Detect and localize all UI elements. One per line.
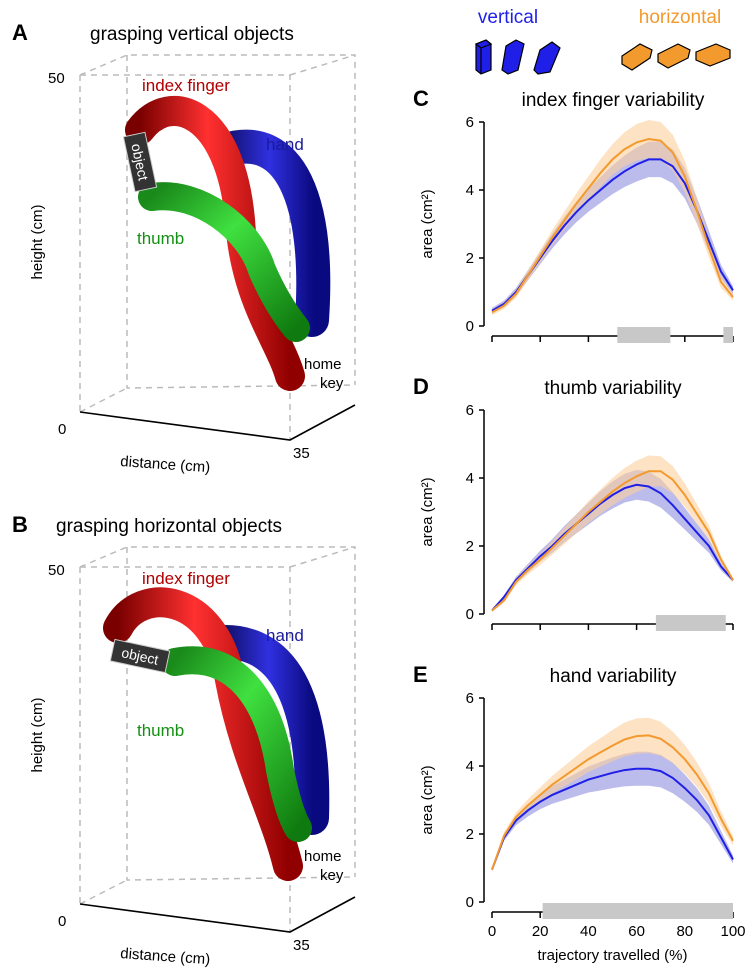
error-band: [492, 717, 733, 872]
icon: [657, 43, 691, 69]
panel-b: object B grasping horizontal objects 50 …: [12, 512, 356, 968]
y-tick-label: 4: [466, 182, 474, 199]
thumb-path: [138, 182, 310, 342]
axis-lines: [79, 404, 356, 441]
object-box: [109, 638, 171, 674]
significance-bar: [655, 615, 726, 631]
icon: [533, 41, 561, 75]
icon: [695, 43, 731, 67]
box-outline: [79, 54, 356, 440]
key-label: key: [320, 867, 344, 884]
object-label: object: [128, 142, 151, 182]
box-outline: [79, 546, 356, 932]
legend: vertical horizontal: [474, 7, 731, 75]
panel-letter: B: [12, 512, 28, 537]
horizontal-icons: [621, 43, 731, 71]
hand-path: [208, 625, 330, 835]
y-tick-label: 2: [466, 250, 474, 267]
z-max: 50: [48, 562, 65, 579]
thumb-label: thumb: [137, 229, 184, 248]
z-max: 50: [48, 70, 65, 87]
x-axis-label: distance (cm): [120, 945, 211, 968]
series-line: [491, 767, 734, 871]
y-tick-label: 6: [466, 402, 474, 419]
z-min: 0: [58, 421, 66, 438]
y-tick-label: 2: [466, 538, 474, 555]
significance-bar: [617, 327, 671, 343]
key-label: key: [320, 375, 344, 392]
y-axis-label: height (cm): [29, 697, 46, 772]
series-line: [491, 470, 734, 612]
chart-title: hand variability: [550, 666, 677, 687]
y-tick-label: 4: [466, 758, 474, 775]
panel-letter: D: [413, 374, 429, 399]
x-tick-label: 80: [676, 923, 693, 940]
y-tick-label: 6: [466, 114, 474, 131]
y-tick-label: 0: [466, 894, 474, 911]
x-tick-label: 100: [720, 923, 745, 940]
y-tick-label: 0: [466, 606, 474, 623]
y-tick-label: 4: [466, 470, 474, 487]
series-line: [491, 734, 734, 871]
series-line: [491, 137, 734, 314]
panel-letter: E: [413, 662, 428, 687]
significance-bar: [542, 903, 733, 919]
chart-title: index finger variability: [522, 90, 705, 111]
axis-lines: [79, 896, 356, 933]
legend-label: horizontal: [639, 7, 721, 28]
error-band: [492, 455, 733, 612]
index-label: index finger: [142, 76, 230, 95]
object: object: [122, 131, 158, 193]
x-axis-label: distance (cm): [120, 453, 211, 476]
y-tick-label: 0: [466, 318, 474, 335]
z-min: 0: [58, 913, 66, 930]
x-max: 35: [293, 937, 310, 954]
chart-title: thumb variability: [544, 378, 682, 399]
object-box: [122, 131, 158, 193]
y-axis-label: area (cm²): [419, 765, 436, 834]
x-tick-label: 0: [488, 923, 496, 940]
hand-label: hand: [266, 626, 304, 645]
error-band: [492, 751, 733, 872]
panel-letter: C: [413, 86, 429, 111]
x-max: 35: [293, 445, 310, 462]
error-band: [492, 141, 733, 314]
x-tick-label: 40: [580, 923, 597, 940]
legend-label: vertical: [478, 7, 538, 28]
home-label: home: [304, 848, 342, 865]
series-line: [491, 483, 734, 612]
y-tick-label: 2: [466, 826, 474, 843]
hand-path: [208, 129, 331, 337]
panel-letter: A: [12, 20, 28, 45]
index-label: index finger: [142, 569, 230, 588]
thumb-label: thumb: [137, 721, 184, 740]
home-label: home: [304, 356, 342, 373]
thumb-path: [161, 646, 312, 842]
y-axis-label: area (cm²): [419, 477, 436, 546]
panel-title: grasping vertical objects: [90, 24, 294, 45]
y-axis-label: area (cm²): [419, 189, 436, 258]
y-axis-label: height (cm): [29, 204, 46, 279]
icon: [501, 39, 525, 75]
object: object: [109, 638, 171, 674]
object-label: object: [120, 644, 160, 667]
x-tick-label: 20: [532, 923, 549, 940]
y-tick-label: 6: [466, 690, 474, 707]
significance-bar: [723, 327, 733, 343]
vertical-icons: [474, 39, 561, 75]
panel-a: object A grasping vertical objects 50 0 …: [12, 20, 356, 476]
error-band: [492, 119, 733, 316]
icon: [474, 39, 493, 74]
panel-title: grasping horizontal objects: [56, 516, 282, 537]
x-tick-label: 60: [628, 923, 645, 940]
icon: [621, 43, 653, 71]
hand-label: hand: [266, 135, 304, 154]
x-axis-label: trajectory travelled (%): [537, 947, 687, 964]
